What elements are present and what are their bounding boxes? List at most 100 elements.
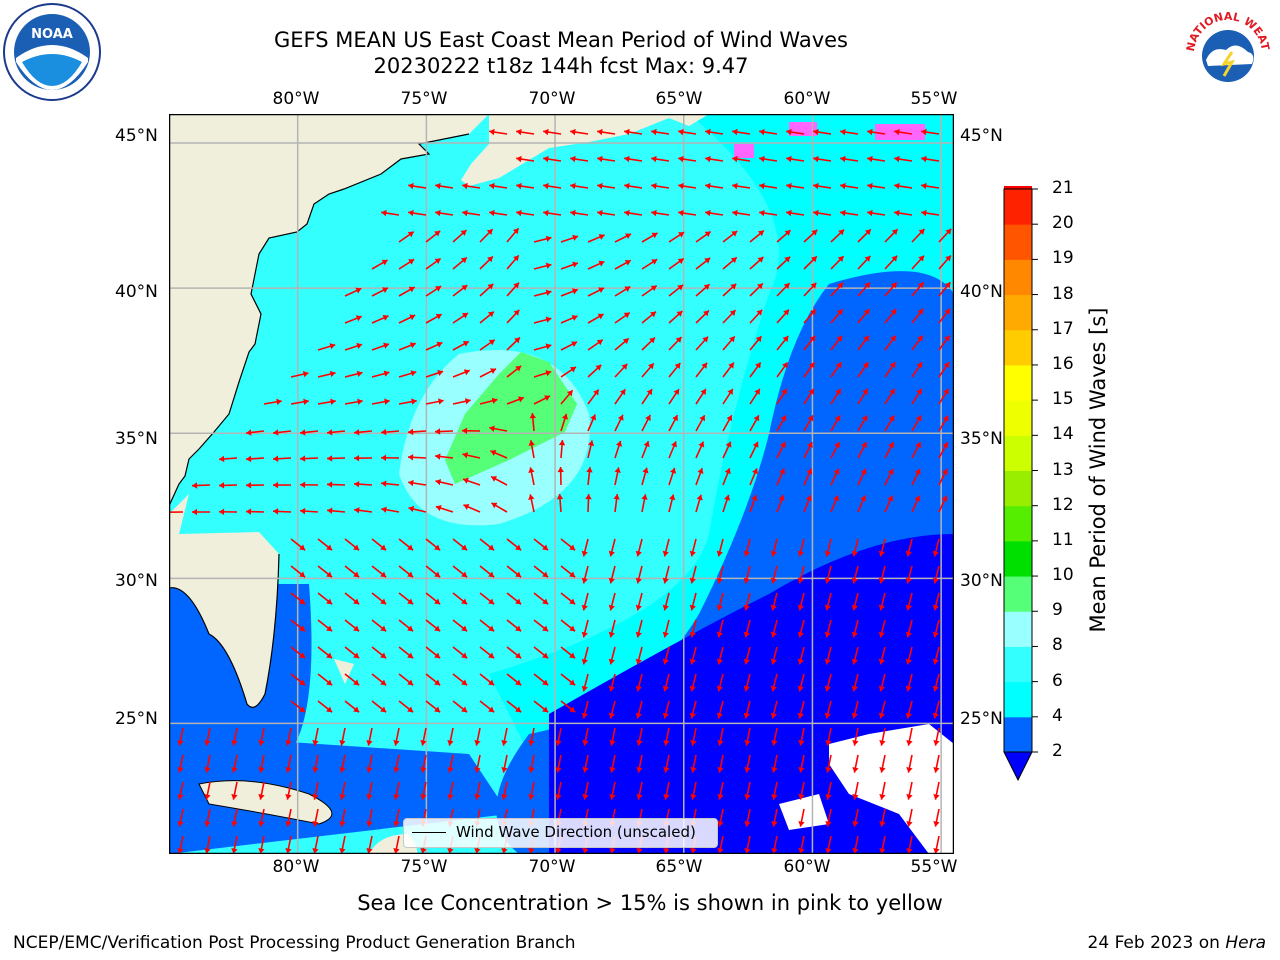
wave-arrow-head (461, 285, 468, 291)
lon-label-top: 65°W (655, 89, 703, 109)
wave-arrow-head (542, 544, 549, 551)
wave-arrow-head (851, 712, 858, 719)
wave-arrow-head (862, 362, 869, 369)
wave-arrow-head (824, 631, 831, 638)
wave-arrow-head (651, 232, 658, 239)
wave-arrow-head (889, 388, 895, 395)
wave-arrow-head (729, 336, 735, 343)
wave-arrow-head (590, 414, 597, 421)
wave-arrow-head (887, 495, 894, 502)
wave-arrow-head (905, 577, 912, 584)
wave-arrow-head (751, 495, 758, 501)
wave-arrow-head (570, 182, 576, 190)
wave-arrow-head (700, 388, 706, 395)
wave-arrow-head (545, 343, 552, 350)
wave-arrow-head (474, 794, 481, 800)
wave-arrow-head (569, 598, 576, 605)
wave-arrow-head (933, 740, 940, 746)
wave-arrow-head (437, 369, 444, 376)
footer-credit: NCEP/EMC/Verification Post Processing Pr… (13, 933, 576, 953)
wave-arrow-head (353, 571, 360, 578)
wave-arrow-head (624, 128, 630, 136)
wave-arrow-head (463, 369, 470, 376)
wave-arrow-head (434, 706, 441, 713)
wave-arrow-head (663, 848, 670, 854)
wave-arrow-head (462, 209, 468, 217)
wave-arrow-head (942, 442, 949, 449)
wave-arrow-head (824, 685, 831, 692)
wave-arrow-head (851, 631, 858, 638)
wave-arrow-head (566, 390, 573, 397)
wave-period-map (169, 114, 954, 854)
wave-arrow-head (408, 182, 414, 190)
lon-label-bottom: 65°W (655, 857, 703, 877)
wave-arrow-head (570, 128, 576, 136)
wave-arrow-head (528, 794, 535, 800)
wave-arrow-head (407, 625, 414, 632)
wave-arrow-head (646, 389, 653, 396)
wave-arrow-head (246, 482, 252, 489)
wave-arrow-head (434, 598, 441, 605)
wave-arrow-head (705, 128, 711, 136)
wave-arrow-head (435, 313, 442, 320)
wave-arrow-head (743, 577, 750, 584)
wave-arrow-head (621, 363, 628, 370)
wave-arrow-head (932, 550, 939, 557)
wave-arrow-head (609, 767, 616, 773)
wave-arrow-head (285, 821, 292, 827)
sea-ice-note: Sea Ice Concentration > 15% is shown in … (357, 891, 943, 915)
wave-arrow-head (698, 441, 705, 448)
wave-arrow-head (407, 231, 414, 238)
wave-arrow-head (326, 679, 333, 686)
wave-arrow-head (598, 260, 605, 267)
wave-arrow-head (771, 848, 778, 854)
wave-arrow-head (353, 598, 360, 605)
wave-arrow-head (597, 128, 603, 136)
wave-arrow-head (755, 362, 761, 369)
wave-arrow-head (617, 414, 624, 421)
wave-arrow-head (366, 821, 373, 827)
wave-arrow-head (513, 309, 520, 316)
wave-arrow-head (410, 370, 417, 377)
wave-arrow-head (759, 209, 765, 217)
wave-arrow-head (840, 155, 846, 163)
coastline (169, 133, 470, 507)
wave-arrow-head (888, 442, 894, 449)
wave-arrow-head (905, 631, 912, 638)
wave-arrow-head (824, 577, 831, 584)
wave-arrow-head (461, 625, 468, 632)
wave-arrow-head (545, 289, 552, 296)
bahamas-land (334, 659, 354, 684)
wave-arrow-head (515, 544, 522, 551)
wave-arrow-head (797, 658, 804, 665)
lat-label-left: 45°N (115, 126, 158, 146)
footer-date: 24 Feb 2023 on Hera (1088, 933, 1266, 953)
wave-arrow-head (783, 283, 790, 289)
wave-arrow-head (933, 767, 940, 773)
wave-arrow-head (671, 441, 677, 448)
wave-arrow-head (420, 794, 427, 800)
wave-arrow-head (461, 571, 468, 578)
wave-arrow-head (581, 604, 588, 611)
wave-arrow-head (697, 468, 704, 474)
wave-arrow-head (609, 740, 616, 746)
wave-arrow-head (917, 335, 923, 342)
wave-arrow-head (609, 848, 616, 854)
wave-arrow-head (571, 341, 578, 348)
wave-arrow-head (204, 740, 211, 746)
wave-arrow-head (770, 604, 777, 611)
wave-arrow-head (674, 363, 681, 369)
wave-arrow-head (917, 282, 924, 289)
wave-arrow-head (933, 848, 940, 854)
wave-arrow-head (383, 370, 390, 377)
colorbar-tick-label: 11 (1052, 529, 1074, 550)
wave-arrow-head (689, 685, 696, 692)
wave-arrow-head (366, 740, 373, 746)
wave-arrow-head (703, 310, 709, 317)
wave-arrow-head (730, 283, 737, 290)
wave-arrow-head (921, 128, 927, 136)
wave-arrow-head (447, 794, 454, 800)
wave-arrow-head (489, 182, 495, 190)
wave-arrow-head (932, 577, 939, 584)
wave-arrow-head (380, 706, 387, 713)
